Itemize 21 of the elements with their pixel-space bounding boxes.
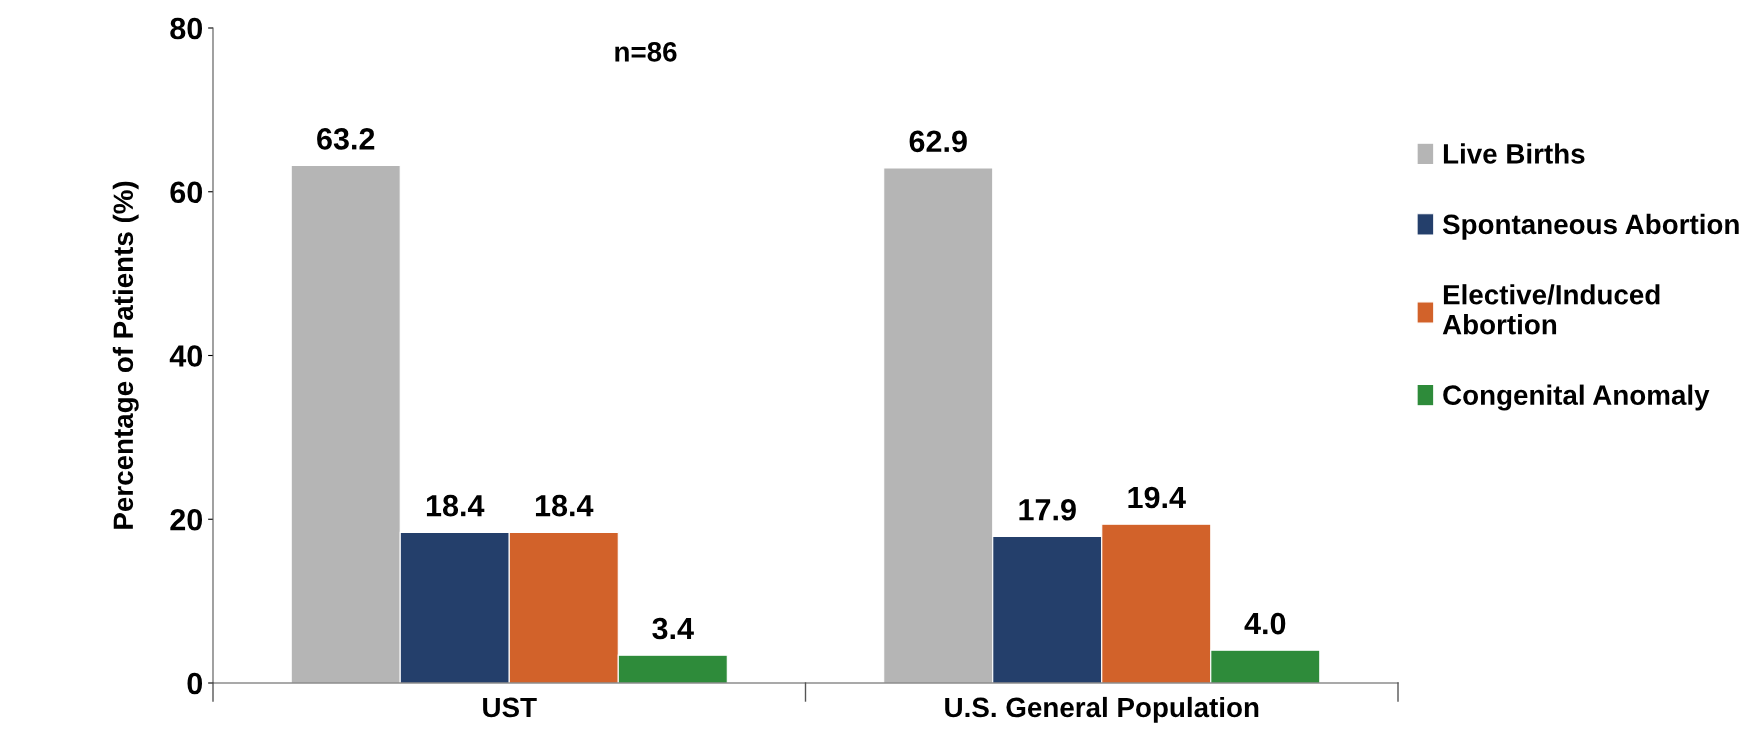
data-label: 17.9 [1019,498,1076,521]
legend-label: Spontaneous Abortion [1442,213,1739,240]
y-tick-label: 40 [169,345,203,367]
legend-label: Elective/Induced Abortion [1442,284,1660,335]
y-tick-label: 0 [187,672,203,695]
y-axis-title: Percentage of Patients (%) [112,181,139,529]
y-tick-label: 80 [170,17,203,40]
y-tick-label: 20 [170,508,203,531]
x-tick-label: U.S. General Population [945,696,1259,723]
data-label: 19.4 [1128,486,1186,509]
x-tick-label: UST [483,697,537,718]
data-label: 63.2 [317,128,375,150]
legend-label: Congenital Anomaly [1443,384,1710,411]
annotation: n=86 [615,41,677,62]
data-label: 62.9 [909,130,967,153]
legend-label: Live Births [1443,143,1585,164]
y-tick-label: 60 [170,181,203,204]
data-label: 4.0 [1244,612,1286,635]
data-label: 18.4 [535,494,594,517]
data-label: 3.4 [652,617,694,640]
data-label: 18.4 [426,494,485,517]
